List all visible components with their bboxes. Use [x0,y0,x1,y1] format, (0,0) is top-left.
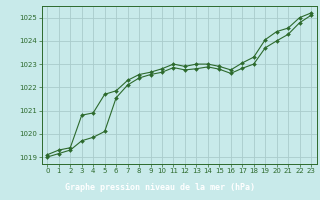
Text: Graphe pression niveau de la mer (hPa): Graphe pression niveau de la mer (hPa) [65,182,255,192]
